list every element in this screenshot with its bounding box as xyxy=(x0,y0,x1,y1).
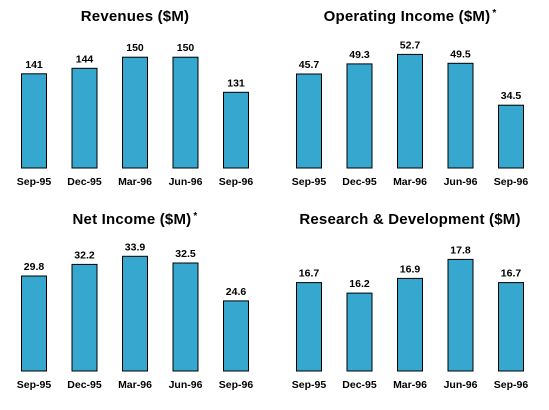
chart-title: Operating Income ($M) * xyxy=(323,8,497,25)
bar-mar-96 xyxy=(397,277,423,372)
x-tick-label: Dec-95 xyxy=(342,176,377,188)
x-tick-label: Sep-96 xyxy=(219,379,254,391)
value-label: 49.3 xyxy=(349,49,370,61)
bar-sep-96 xyxy=(498,282,524,372)
value-label: 150 xyxy=(126,42,144,54)
value-label: 32.5 xyxy=(175,248,196,260)
value-label: 17.8 xyxy=(450,244,471,256)
research-development-plot: 16.7 Sep-95 16.2 Dec-95 16.9 Mar-96 17.8 Jun-96… xyxy=(292,244,529,391)
value-label: 16.7 xyxy=(299,268,320,280)
bar-mar-96 xyxy=(122,56,148,169)
operating-income-chart: Operating Income ($M) * 45.7 Sep-95 49.3 Dec… xyxy=(275,0,545,200)
x-tick-label: Jun-96 xyxy=(444,176,478,188)
value-label: 16.7 xyxy=(501,268,522,280)
net-income-chart: Net Income ($M) * 29.8 Sep-95 32.2 Dec-95 33.… xyxy=(0,203,270,403)
research-development-chart: Research & Development ($M) 16.7 Sep-95 16… xyxy=(275,203,545,403)
value-label: 45.7 xyxy=(299,59,320,71)
x-tick-label: Sep-96 xyxy=(219,176,254,188)
value-label: 141 xyxy=(25,59,43,71)
x-tick-label: Mar-96 xyxy=(118,379,152,391)
footnote-marker: * xyxy=(492,8,497,19)
x-tick-label: Dec-95 xyxy=(67,379,102,391)
x-tick-label: Sep-95 xyxy=(17,379,52,391)
bar-sep-95 xyxy=(296,73,322,169)
value-label: 131 xyxy=(227,77,245,89)
chart-title: Net Income ($M) * xyxy=(72,211,198,228)
bar-mar-96 xyxy=(397,53,423,169)
x-tick-label: Sep-96 xyxy=(494,379,529,391)
bar-jun-96 xyxy=(447,62,474,169)
operating-income-plot: 45.7 Sep-95 49.3 Dec-95 52.7 Mar-96 49.5 Jun-96… xyxy=(292,39,529,188)
chart-title: Revenues ($M) xyxy=(80,8,190,25)
bar-dec-95 xyxy=(71,263,98,372)
bar-dec-95 xyxy=(71,67,98,169)
value-label: 52.7 xyxy=(400,39,421,51)
bar-jun-96 xyxy=(172,56,199,169)
x-tick-label: Mar-96 xyxy=(393,379,427,391)
value-label: 33.9 xyxy=(125,241,146,253)
bar-sep-96 xyxy=(223,91,249,169)
bar-sep-95 xyxy=(21,275,47,372)
value-label: 32.2 xyxy=(74,249,95,261)
bar-dec-95 xyxy=(346,292,373,372)
x-tick-label: Dec-95 xyxy=(67,176,102,188)
bar-sep-95 xyxy=(296,282,322,372)
value-label: 29.8 xyxy=(24,261,45,273)
bar-sep-95 xyxy=(21,73,47,169)
x-tick-label: Jun-96 xyxy=(444,379,478,391)
x-tick-label: Jun-96 xyxy=(169,176,203,188)
x-tick-label: Mar-96 xyxy=(118,176,152,188)
value-label: 16.9 xyxy=(400,263,421,275)
x-tick-label: Mar-96 xyxy=(393,176,427,188)
bar-jun-96 xyxy=(172,262,199,372)
bar-sep-96 xyxy=(223,300,249,372)
value-label: 144 xyxy=(76,53,94,65)
x-tick-label: Sep-95 xyxy=(292,379,327,391)
net-income-plot: 29.8 Sep-95 32.2 Dec-95 33.9 Mar-96 32.5 Jun-96… xyxy=(17,241,254,391)
revenues-plot: 141 Sep-95 144 Dec-95 150 Mar-96 150 Jun-96 131 S… xyxy=(17,42,254,188)
value-label: 150 xyxy=(177,42,195,54)
x-tick-label: Sep-95 xyxy=(292,176,327,188)
value-label: 16.2 xyxy=(349,278,370,290)
revenues-chart: Revenues ($M) 141 Sep-95 144 Dec-95 150 Mar-9… xyxy=(0,0,270,200)
x-tick-label: Jun-96 xyxy=(169,379,203,391)
x-tick-label: Sep-95 xyxy=(17,176,52,188)
bar-dec-95 xyxy=(346,63,373,169)
value-label: 49.5 xyxy=(450,48,471,60)
value-label: 24.6 xyxy=(226,286,247,298)
bar-sep-96 xyxy=(498,104,524,169)
footnote-marker: * xyxy=(193,211,198,222)
bar-jun-96 xyxy=(447,258,474,372)
x-tick-label: Dec-95 xyxy=(342,379,377,391)
x-tick-label: Sep-96 xyxy=(494,176,529,188)
chart-title: Research & Development ($M) xyxy=(299,211,521,228)
value-label: 34.5 xyxy=(501,90,522,102)
bar-mar-96 xyxy=(122,255,148,372)
